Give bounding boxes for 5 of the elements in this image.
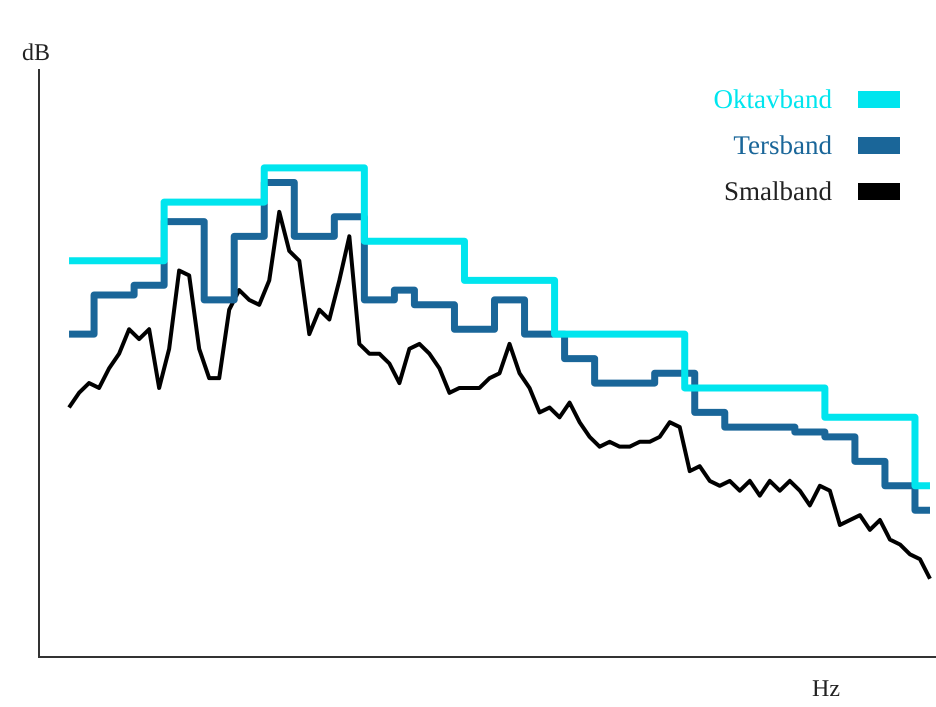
legend-label: Smalband <box>724 176 832 206</box>
legend-label: Oktavband <box>714 84 832 114</box>
x-axis-title: Hz <box>812 676 840 703</box>
legend-label: Tersband <box>733 130 832 160</box>
y-axis-title: dB <box>22 40 50 67</box>
